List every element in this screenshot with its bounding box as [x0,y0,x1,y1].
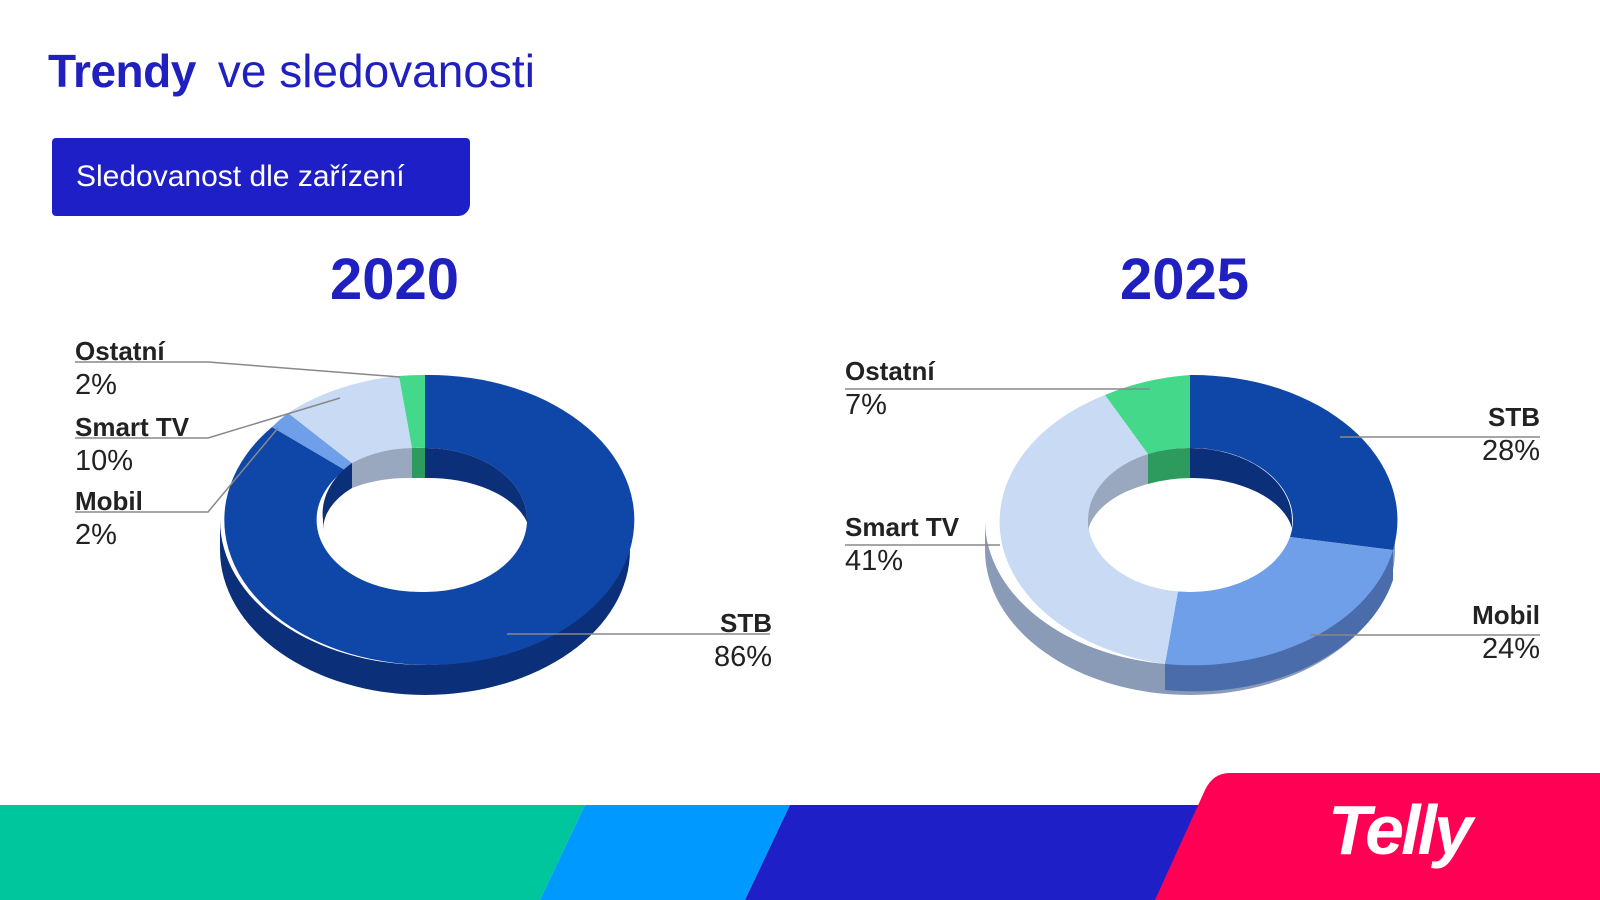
label-stb-2025: STB 28% [1481,402,1540,467]
footer-stripe-pink [1155,773,1600,900]
year-2025: 2025 [1120,247,1250,312]
footer-stripe-blue [745,805,1210,900]
telly-logo: Telly [1328,791,1473,869]
label-smarttv-2020: Smart TV 10% [75,412,190,477]
page-title: Trendy ve sledovanosti [48,44,535,98]
title-rest: ve sledovanosti [217,45,535,97]
donut-2025 [845,374,1540,695]
label-mobil-2025: Mobil 24% [1472,600,1540,665]
donut-2020 [75,361,770,695]
footer-stripe-green [0,805,585,900]
footer-stripe-cyan [540,805,790,900]
section-badge: Sledovanost dle zařízení [52,138,470,216]
title-bold: Trendy [48,45,196,97]
year-2020: 2020 [330,247,460,312]
label-ostatni-2025: Ostatní 7% [845,356,935,421]
label-ostatni-2020: Ostatní 2% [75,336,165,401]
label-smarttv-2025: Smart TV 41% [845,512,960,577]
label-mobil-2020: Mobil 2% [75,486,143,551]
label-stb-2020: STB 86% [713,608,772,673]
